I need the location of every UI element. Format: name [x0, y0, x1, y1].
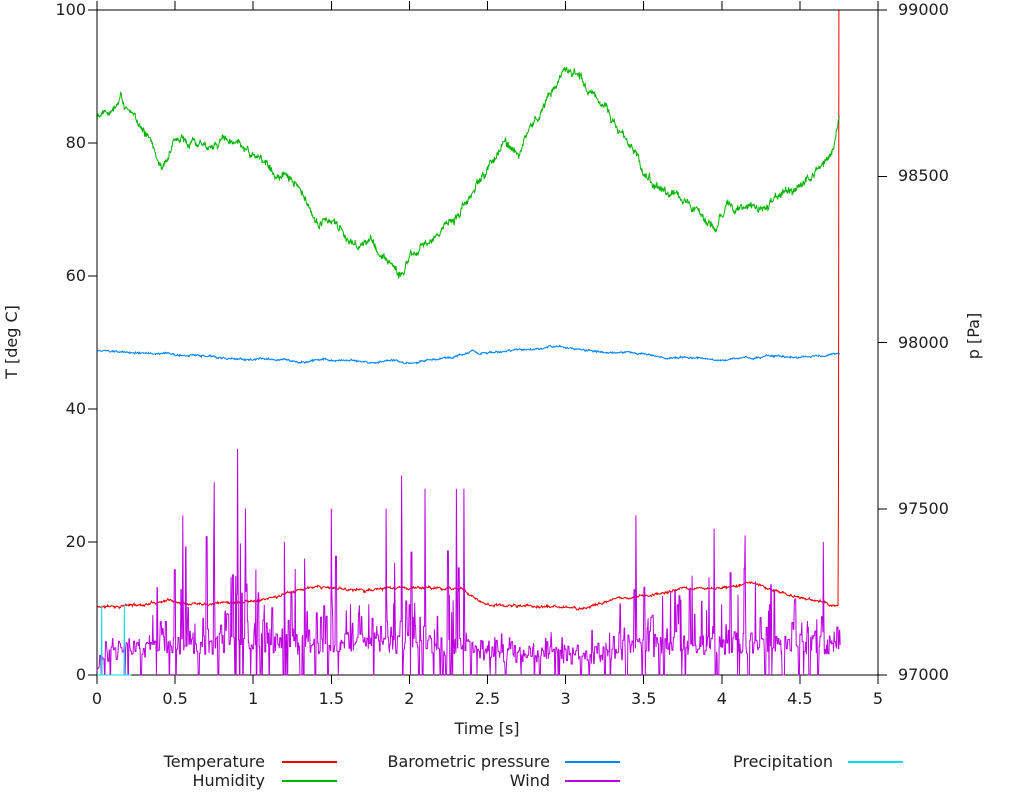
y-right-tick-label: 99000: [898, 0, 949, 19]
x-tick-label: 1.5: [318, 689, 345, 708]
y-left-tick-label: 100: [55, 0, 86, 19]
y-right-tick-label: 97500: [898, 498, 949, 518]
y-right-tick-label: 98500: [898, 166, 949, 186]
y-left-tick-label: 60: [65, 266, 86, 285]
legend-label-wind: Wind: [509, 771, 550, 790]
y-axis-label-right: p [Pa]: [964, 312, 983, 360]
x-tick-label: 2.5: [474, 689, 501, 708]
x-tick-label: 4.5: [787, 689, 813, 708]
x-tick-label: 3: [560, 689, 571, 708]
y-right-tick-label: 98000: [898, 332, 949, 352]
x-tick-label: 4: [716, 689, 727, 708]
legend-label-barometric-pressure: Barometric pressure: [387, 752, 550, 771]
legend-swatch-humidity: [282, 780, 337, 782]
legend-swatch-wind: [565, 780, 620, 782]
legend-swatch-precipitation: [848, 761, 903, 763]
legend-label-humidity: Humidity: [192, 771, 265, 790]
x-tick-label: 0.5: [162, 689, 188, 708]
legend-swatch-temperature: [282, 761, 337, 763]
x-axis-label: Time [s]: [454, 719, 520, 738]
x-tick-label: 0: [91, 689, 103, 708]
y-right-tick-label: 97000: [898, 665, 949, 684]
y-left-tick-label: 20: [65, 532, 86, 551]
x-tick-label: 3.5: [630, 689, 657, 708]
y-left-tick-label: 40: [65, 399, 86, 418]
y-left-tick-label: 0: [75, 665, 86, 684]
x-tick-label: 2: [404, 689, 415, 708]
x-tick-label: 5: [872, 689, 884, 708]
legend-swatch-barometric-pressure: [565, 761, 620, 763]
legend-label-precipitation: Precipitation: [732, 752, 833, 771]
y-axis-label-left: T [deg C]: [2, 305, 21, 379]
x-tick-label: 1: [248, 689, 259, 708]
legend-label-temperature: Temperature: [163, 752, 265, 771]
y-left-tick-label: 80: [65, 133, 86, 152]
